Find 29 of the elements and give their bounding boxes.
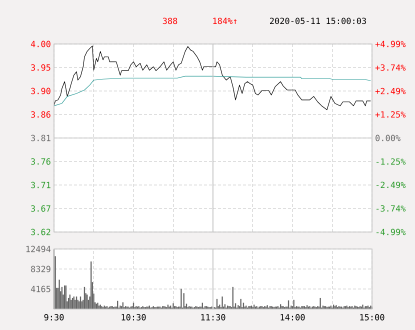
y-tick-label: 3.76 xyxy=(31,158,50,165)
y-tick-label: 3.86 xyxy=(31,111,50,118)
x-tick-label: 9:30 xyxy=(44,314,64,320)
text: 2020-05-11 15:00:03 xyxy=(270,18,366,24)
text: 388 xyxy=(162,18,178,24)
x-tick-label: 10:30 xyxy=(122,314,146,320)
x-tick-label: 14:00 xyxy=(280,314,305,320)
y-tick-label: 3.81 xyxy=(31,134,50,142)
text: -3.74% xyxy=(376,205,406,212)
text: +2.49% xyxy=(375,88,406,94)
text: -2.49% xyxy=(376,182,406,188)
text: 184%↑ xyxy=(213,18,237,24)
x-tick-label: 15:00 xyxy=(360,314,384,320)
y-tick-label: 8329 xyxy=(31,266,50,272)
y-tick-label: 3.67 xyxy=(31,205,50,212)
y-tick-label: 4.00 xyxy=(30,40,50,48)
y-tick-label: 3.62 xyxy=(31,228,50,236)
y-tick-label: 3.90 xyxy=(31,88,50,94)
text: 0.00% xyxy=(376,134,400,142)
text: -4.99% xyxy=(376,228,406,236)
text: +4.99% xyxy=(375,40,406,48)
y-tick-label: 3.95 xyxy=(31,64,50,71)
text: +3.74% xyxy=(375,64,406,71)
x-tick-label: 11:30 xyxy=(201,314,226,320)
y-tick-label: 4165 xyxy=(30,286,50,292)
text: +1.25% xyxy=(375,111,406,118)
text: -1.25% xyxy=(376,158,406,165)
y-tick-label: 12494 xyxy=(26,246,51,252)
y-tick-label: 3.71 xyxy=(31,182,50,188)
